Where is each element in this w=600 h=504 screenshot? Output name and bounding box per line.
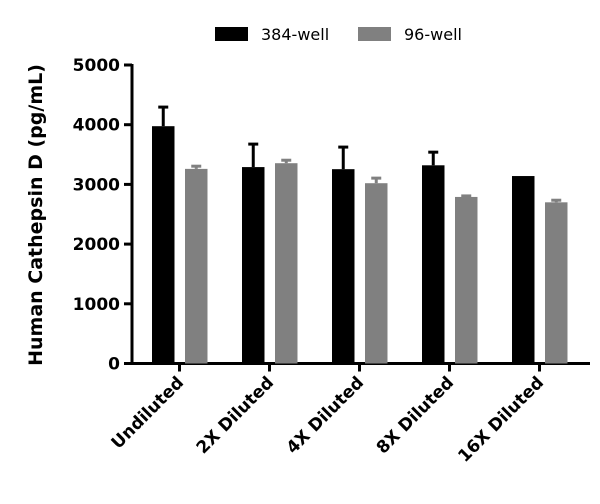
y-tick-label: 2000	[73, 235, 120, 255]
bar-96-well	[545, 202, 568, 364]
x-tick-label: 2X Diluted	[193, 373, 278, 458]
y-axis-label: Human Cathepsin D (pg/mL)	[25, 64, 47, 366]
y-tick-label: 0	[108, 355, 120, 375]
bar-96-well	[455, 196, 478, 364]
bar-96-well	[275, 163, 298, 364]
y-tick-label: 5000	[73, 56, 120, 76]
bar-96-well	[365, 183, 388, 364]
bar-384-well	[512, 176, 535, 364]
legend-label: 384-well	[261, 25, 329, 44]
bar-384-well	[152, 126, 175, 364]
bar-384-well	[242, 167, 265, 364]
x-tick-label: 4X Diluted	[283, 373, 368, 458]
bar-96-well	[185, 168, 208, 364]
x-tick-label: 16X Diluted	[454, 373, 548, 467]
bar-384-well	[332, 169, 355, 364]
legend-swatch	[215, 27, 248, 41]
y-tick-label: 1000	[73, 295, 120, 315]
y-tick-label: 3000	[73, 175, 120, 195]
bar-384-well	[422, 165, 445, 364]
legend-label: 96-well	[404, 25, 462, 44]
y-tick-label: 4000	[73, 116, 120, 136]
x-tick-label: Undiluted	[108, 373, 188, 453]
legend-swatch	[358, 27, 391, 41]
x-tick-label: 8X Diluted	[373, 373, 458, 458]
